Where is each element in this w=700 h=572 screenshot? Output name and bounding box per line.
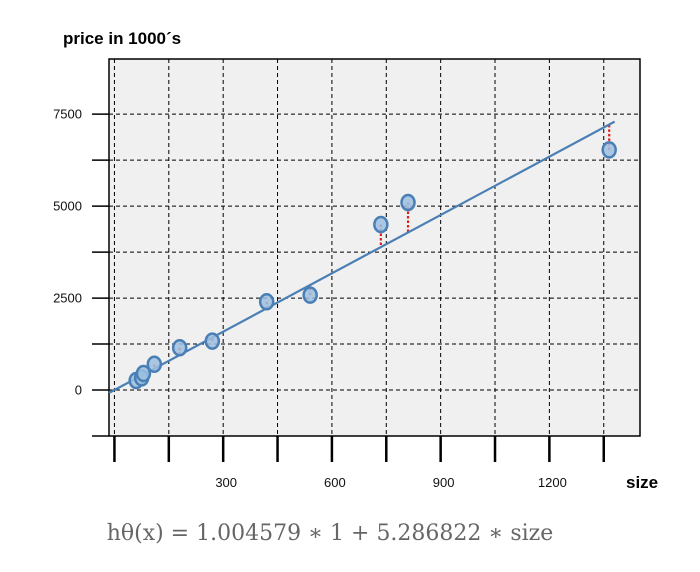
data-points	[128, 141, 617, 390]
x-tick-label: 300	[215, 475, 237, 490]
regression-formula: hθ(x) = 1.004579 ∗ 1 + 5.286822 ∗ size	[107, 521, 554, 546]
y-tick-label: 2500	[53, 291, 82, 306]
x-tick-label: 1200	[538, 475, 567, 490]
plot-area	[108, 58, 641, 437]
y-tick-label: 0	[75, 383, 82, 398]
data-point	[204, 332, 221, 350]
data-point	[135, 364, 152, 383]
data-point	[601, 141, 617, 159]
data-point	[373, 215, 389, 234]
x-axis-title: size	[626, 473, 658, 492]
regression-line	[108, 120, 616, 394]
data-point	[400, 193, 416, 212]
data-point	[171, 338, 188, 357]
x-tick-label: 600	[324, 475, 346, 490]
data-point	[258, 293, 275, 311]
y-axis-ticks: 0 2500 5000 7500	[53, 107, 109, 437]
grid-lines	[109, 59, 640, 437]
x-axis-ticks: 300 600 900 1200	[113, 436, 606, 490]
data-point	[146, 355, 163, 374]
y-tick-label: 5000	[53, 199, 82, 214]
data-point	[302, 286, 318, 304]
x-tick-label: 900	[433, 475, 455, 490]
formula-text: hθ(x) = 1.004579 ∗ 1 + 5.286822 ∗ size	[107, 521, 554, 546]
y-axis-title: price in 1000´s	[63, 29, 181, 48]
y-tick-label: 7500	[53, 107, 82, 122]
